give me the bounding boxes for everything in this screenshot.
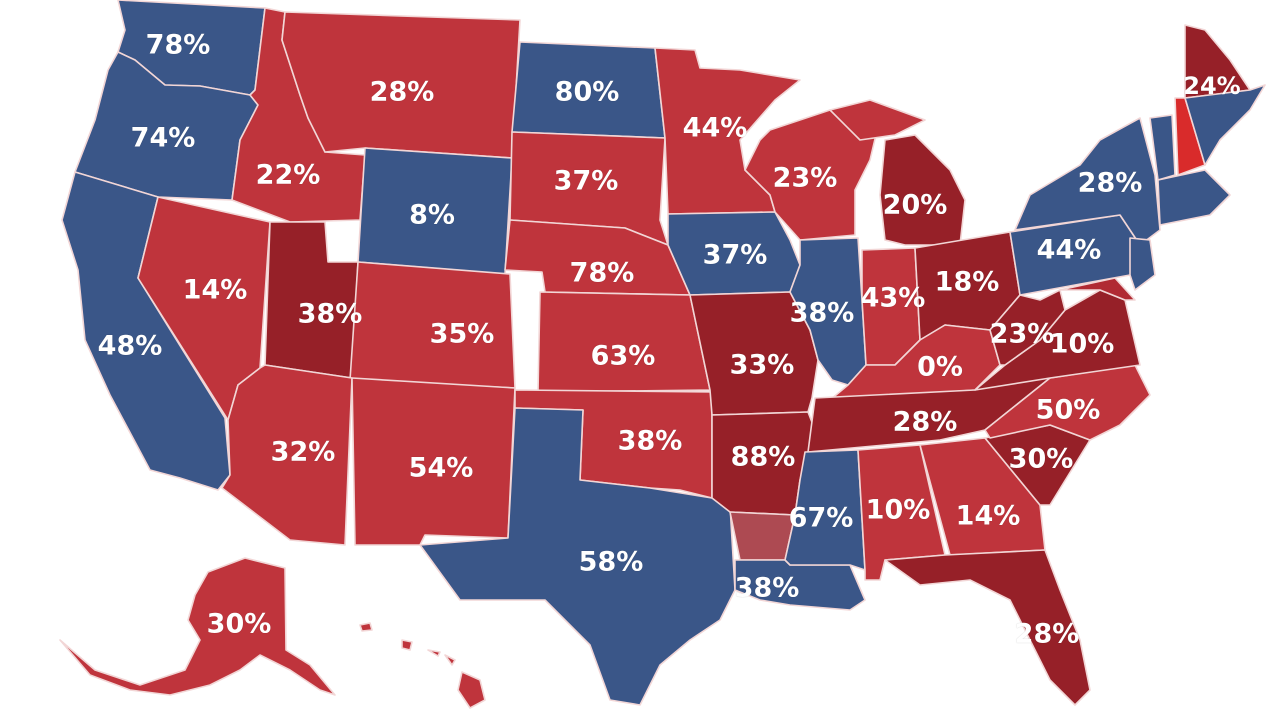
label-wa: 78% — [145, 29, 211, 61]
label-al: 10% — [865, 494, 931, 526]
label-ut: 38% — [297, 298, 363, 330]
label-oh: 18% — [934, 266, 1000, 298]
label-la: 38% — [734, 572, 800, 604]
label-pa: 44% — [1036, 234, 1102, 266]
state-illinois[interactable] — [789, 237, 867, 386]
label-va: 10% — [1049, 328, 1115, 360]
state-west-virginia[interactable] — [989, 289, 1066, 366]
label-nv: 14% — [182, 274, 248, 306]
label-ia: 37% — [702, 239, 768, 271]
state-texas[interactable] — [419, 407, 736, 706]
label-fl: 28% — [1014, 618, 1080, 650]
label-az: 32% — [270, 436, 336, 468]
state-michigan-up — [829, 99, 926, 141]
label-ar: 88% — [730, 441, 796, 473]
label-co: 35% — [429, 318, 495, 350]
state-arizona[interactable] — [221, 364, 353, 546]
state-alabama[interactable] — [857, 444, 946, 581]
label-ok: 38% — [617, 425, 683, 457]
state-lower-arkansas-region — [729, 511, 796, 561]
state-maine[interactable] — [1184, 24, 1251, 99]
label-il: 38% — [789, 297, 855, 329]
state-hawaii — [359, 622, 486, 709]
state-new-jersey — [1129, 237, 1156, 291]
label-ny: 28% — [1077, 167, 1143, 199]
label-tn: 28% — [892, 406, 958, 438]
state-georgia[interactable] — [919, 437, 1046, 556]
state-new-mexico[interactable] — [351, 377, 516, 546]
label-wi: 23% — [772, 162, 838, 194]
label-mt: 28% — [369, 76, 435, 108]
state-vermont — [1149, 114, 1176, 181]
label-nc: 50% — [1035, 394, 1101, 426]
label-id: 22% — [255, 159, 321, 191]
state-maine-coast — [1184, 84, 1266, 166]
label-ne: 78% — [569, 257, 635, 289]
label-nd: 80% — [554, 76, 620, 108]
state-new-york[interactable] — [1014, 117, 1161, 246]
label-in: 43% — [860, 282, 926, 314]
state-florida[interactable] — [884, 549, 1091, 706]
label-ak: 30% — [206, 608, 272, 640]
state-massachusetts-ct-ri — [1157, 169, 1231, 226]
label-ms: 67% — [788, 502, 854, 534]
label-sd: 37% — [553, 165, 619, 197]
label-wy: 8% — [409, 199, 455, 231]
label-nm: 54% — [408, 452, 474, 484]
label-or: 74% — [130, 122, 196, 154]
label-tx: 58% — [578, 546, 644, 578]
label-ga: 14% — [955, 500, 1021, 532]
label-mn: 44% — [682, 112, 748, 144]
label-mo: 33% — [729, 349, 795, 381]
label-wv: 23% — [989, 318, 1055, 350]
label-ky: 0% — [917, 351, 963, 383]
label-me: 24% — [1183, 72, 1241, 100]
label-ks: 63% — [590, 340, 656, 372]
label-sc: 30% — [1008, 443, 1074, 475]
label-mi: 20% — [882, 189, 948, 221]
state-alaska[interactable] — [59, 557, 336, 696]
label-ca: 48% — [97, 330, 163, 362]
